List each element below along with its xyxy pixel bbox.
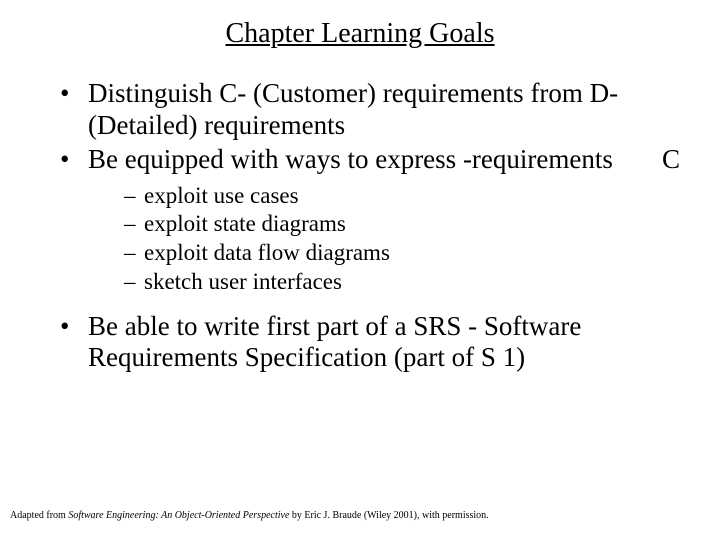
- bullet-item: Distinguish C- (Customer) requirements f…: [60, 78, 680, 142]
- sub-list: exploit use cases exploit state diagrams…: [124, 182, 680, 297]
- sub-item: sketch user interfaces: [124, 268, 680, 297]
- footer-book-title: Software Engineering: An Object-Oriented…: [68, 510, 289, 521]
- slide-title: Chapter Learning Goals: [40, 18, 680, 50]
- sub-text: exploit state diagrams: [144, 211, 346, 236]
- bullet-text: Distinguish C- (Customer) requirements f…: [88, 78, 618, 140]
- sub-text: exploit data flow diagrams: [144, 240, 390, 265]
- sub-text: sketch user interfaces: [144, 269, 342, 294]
- bullet-text: Be equipped with ways to express: [88, 144, 463, 174]
- float-letter: C: [662, 144, 680, 176]
- footer-suffix: by Eric J. Braude (Wiley 2001), with per…: [289, 510, 488, 521]
- bullet-text: -requirements: [463, 144, 613, 174]
- bullet-text: Be able to write first part of a SRS - S…: [88, 311, 581, 373]
- bullet-list: Distinguish C- (Customer) requirements f…: [60, 78, 680, 374]
- bullet-item: Be able to write first part of a SRS - S…: [60, 311, 680, 375]
- sub-text: exploit use cases: [144, 183, 299, 208]
- slide: Chapter Learning Goals Distinguish C- (C…: [0, 0, 720, 540]
- sub-item: exploit data flow diagrams: [124, 239, 680, 268]
- footer-prefix: Adapted from: [10, 510, 68, 521]
- sub-item: exploit use cases: [124, 182, 680, 211]
- bullet-item: C Be equipped with ways to express -requ…: [60, 144, 680, 297]
- sub-item: exploit state diagrams: [124, 210, 680, 239]
- footer-attribution: Adapted from Software Engineering: An Ob…: [10, 510, 489, 522]
